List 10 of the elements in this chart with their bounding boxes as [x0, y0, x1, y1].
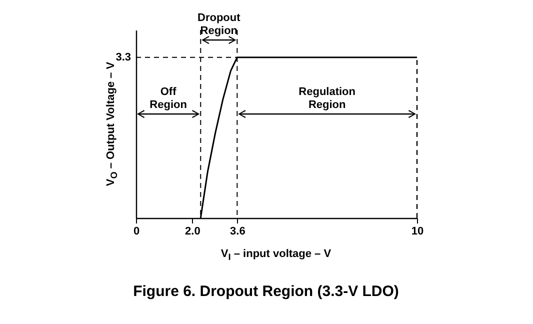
x-tick-label: 0 — [133, 226, 140, 238]
x-tick-label: 2.0 — [185, 226, 200, 238]
x-tick-label: 10 — [411, 226, 424, 238]
x-axis-title: V$_{I}$ – input voltage – V — [220, 248, 332, 262]
annotation: Off Region — [150, 86, 188, 111]
text: Dropout Region — [198, 12, 241, 37]
text: 3.3 — [116, 51, 131, 64]
x-tick-label: 3.6 — [230, 226, 246, 238]
text: Figure 6. Dropout Region (3.3-V LDO) — [133, 283, 399, 300]
annotation: Regulation Region — [298, 86, 356, 111]
